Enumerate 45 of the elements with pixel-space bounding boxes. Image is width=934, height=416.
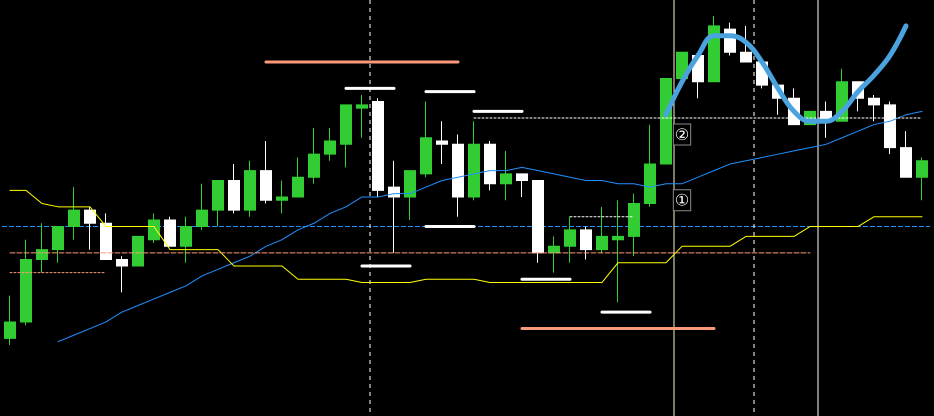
candlestick <box>196 183 208 230</box>
candlestick <box>404 170 416 220</box>
annotation: ② <box>674 124 690 144</box>
candlestick <box>180 216 192 264</box>
candlestick <box>900 130 912 178</box>
candlestick <box>388 160 400 254</box>
candlestick <box>436 120 448 165</box>
candlestick <box>612 200 624 303</box>
candlestick <box>644 124 656 208</box>
candlestick <box>36 222 48 274</box>
candlestick <box>212 180 224 228</box>
annotation: ① <box>674 190 690 210</box>
candlestick <box>20 239 32 326</box>
candlestick <box>116 256 128 293</box>
candlestick <box>260 140 272 204</box>
candlestick <box>68 186 80 240</box>
candlestick <box>276 180 288 214</box>
candlestick <box>52 226 64 264</box>
candlestick <box>484 140 496 191</box>
candlestick <box>164 216 176 247</box>
candlestick <box>420 101 432 178</box>
candlestick <box>628 193 640 257</box>
candlestick <box>916 156 928 201</box>
candlestick <box>548 236 560 274</box>
candlestick <box>532 180 544 264</box>
candlestick <box>244 160 256 218</box>
candlestick <box>292 156 304 198</box>
candlestick <box>228 164 240 214</box>
candlestick <box>596 206 608 254</box>
candlestick <box>356 94 368 138</box>
candlestick <box>100 212 112 260</box>
candlestick <box>516 173 528 198</box>
candlestick <box>564 216 576 264</box>
candlestick <box>148 212 160 244</box>
candlestick <box>452 134 464 218</box>
candlestick <box>324 127 336 162</box>
candlestick <box>500 150 512 201</box>
candlestick <box>340 104 352 168</box>
candlestick <box>580 226 592 260</box>
candlestick <box>84 206 96 250</box>
candlestick <box>708 16 720 82</box>
candlestick <box>4 295 16 346</box>
candlestick <box>132 236 144 267</box>
candlestick <box>468 120 480 201</box>
candlestick <box>308 127 320 184</box>
